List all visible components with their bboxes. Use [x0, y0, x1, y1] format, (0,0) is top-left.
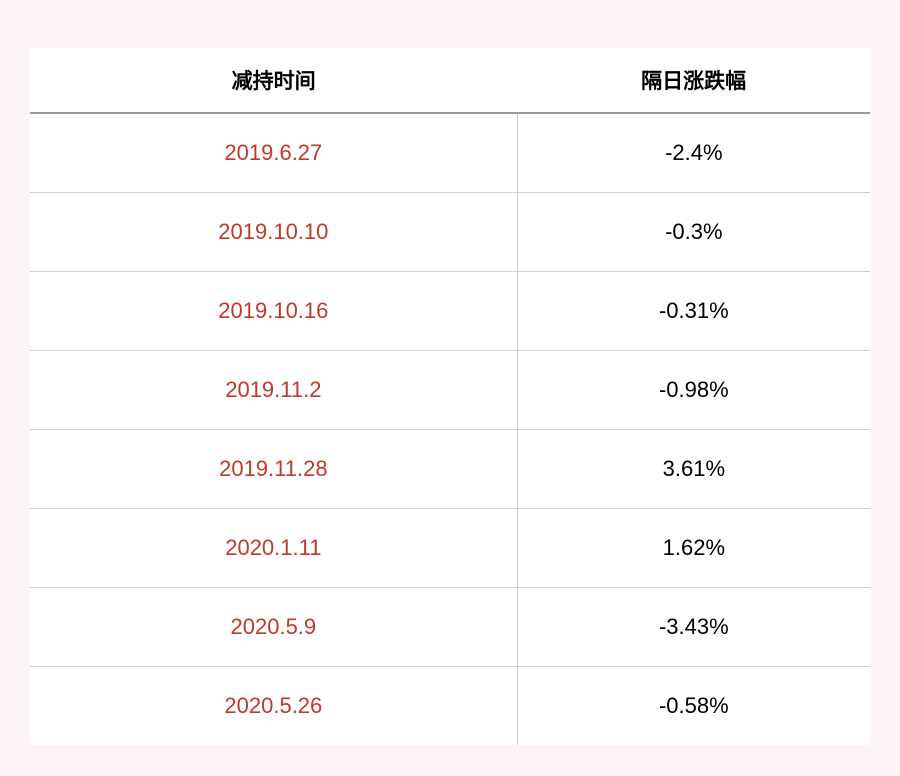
cell-change: 3.61%	[517, 430, 870, 509]
table-row: 2020.1.11 1.62%	[30, 509, 870, 588]
cell-change: -2.4%	[517, 113, 870, 193]
cell-change: -0.31%	[517, 272, 870, 351]
data-table-container: 减持时间 隔日涨跌幅 2019.6.27 -2.4% 2019.10.10 -0…	[30, 48, 870, 745]
cell-change: -0.3%	[517, 193, 870, 272]
table-row: 2019.10.10 -0.3%	[30, 193, 870, 272]
cell-date: 2019.10.10	[30, 193, 517, 272]
table-row: 2020.5.26 -0.58%	[30, 667, 870, 746]
table-row: 2019.6.27 -2.4%	[30, 113, 870, 193]
table-body: 2019.6.27 -2.4% 2019.10.10 -0.3% 2019.10…	[30, 113, 870, 745]
cell-date: 2020.5.26	[30, 667, 517, 746]
cell-date: 2019.11.2	[30, 351, 517, 430]
cell-date: 2019.11.28	[30, 430, 517, 509]
column-header-date: 减持时间	[30, 48, 517, 113]
table-row: 2019.11.28 3.61%	[30, 430, 870, 509]
table-row: 2020.5.9 -3.43%	[30, 588, 870, 667]
cell-date: 2019.10.16	[30, 272, 517, 351]
cell-change: -0.58%	[517, 667, 870, 746]
cell-date: 2020.5.9	[30, 588, 517, 667]
cell-change: -0.98%	[517, 351, 870, 430]
cell-change: 1.62%	[517, 509, 870, 588]
table-header: 减持时间 隔日涨跌幅	[30, 48, 870, 113]
column-header-change: 隔日涨跌幅	[517, 48, 870, 113]
header-row: 减持时间 隔日涨跌幅	[30, 48, 870, 113]
table-row: 2019.10.16 -0.31%	[30, 272, 870, 351]
cell-change: -3.43%	[517, 588, 870, 667]
cell-date: 2019.6.27	[30, 113, 517, 193]
table-row: 2019.11.2 -0.98%	[30, 351, 870, 430]
data-table: 减持时间 隔日涨跌幅 2019.6.27 -2.4% 2019.10.10 -0…	[30, 48, 870, 745]
cell-date: 2020.1.11	[30, 509, 517, 588]
